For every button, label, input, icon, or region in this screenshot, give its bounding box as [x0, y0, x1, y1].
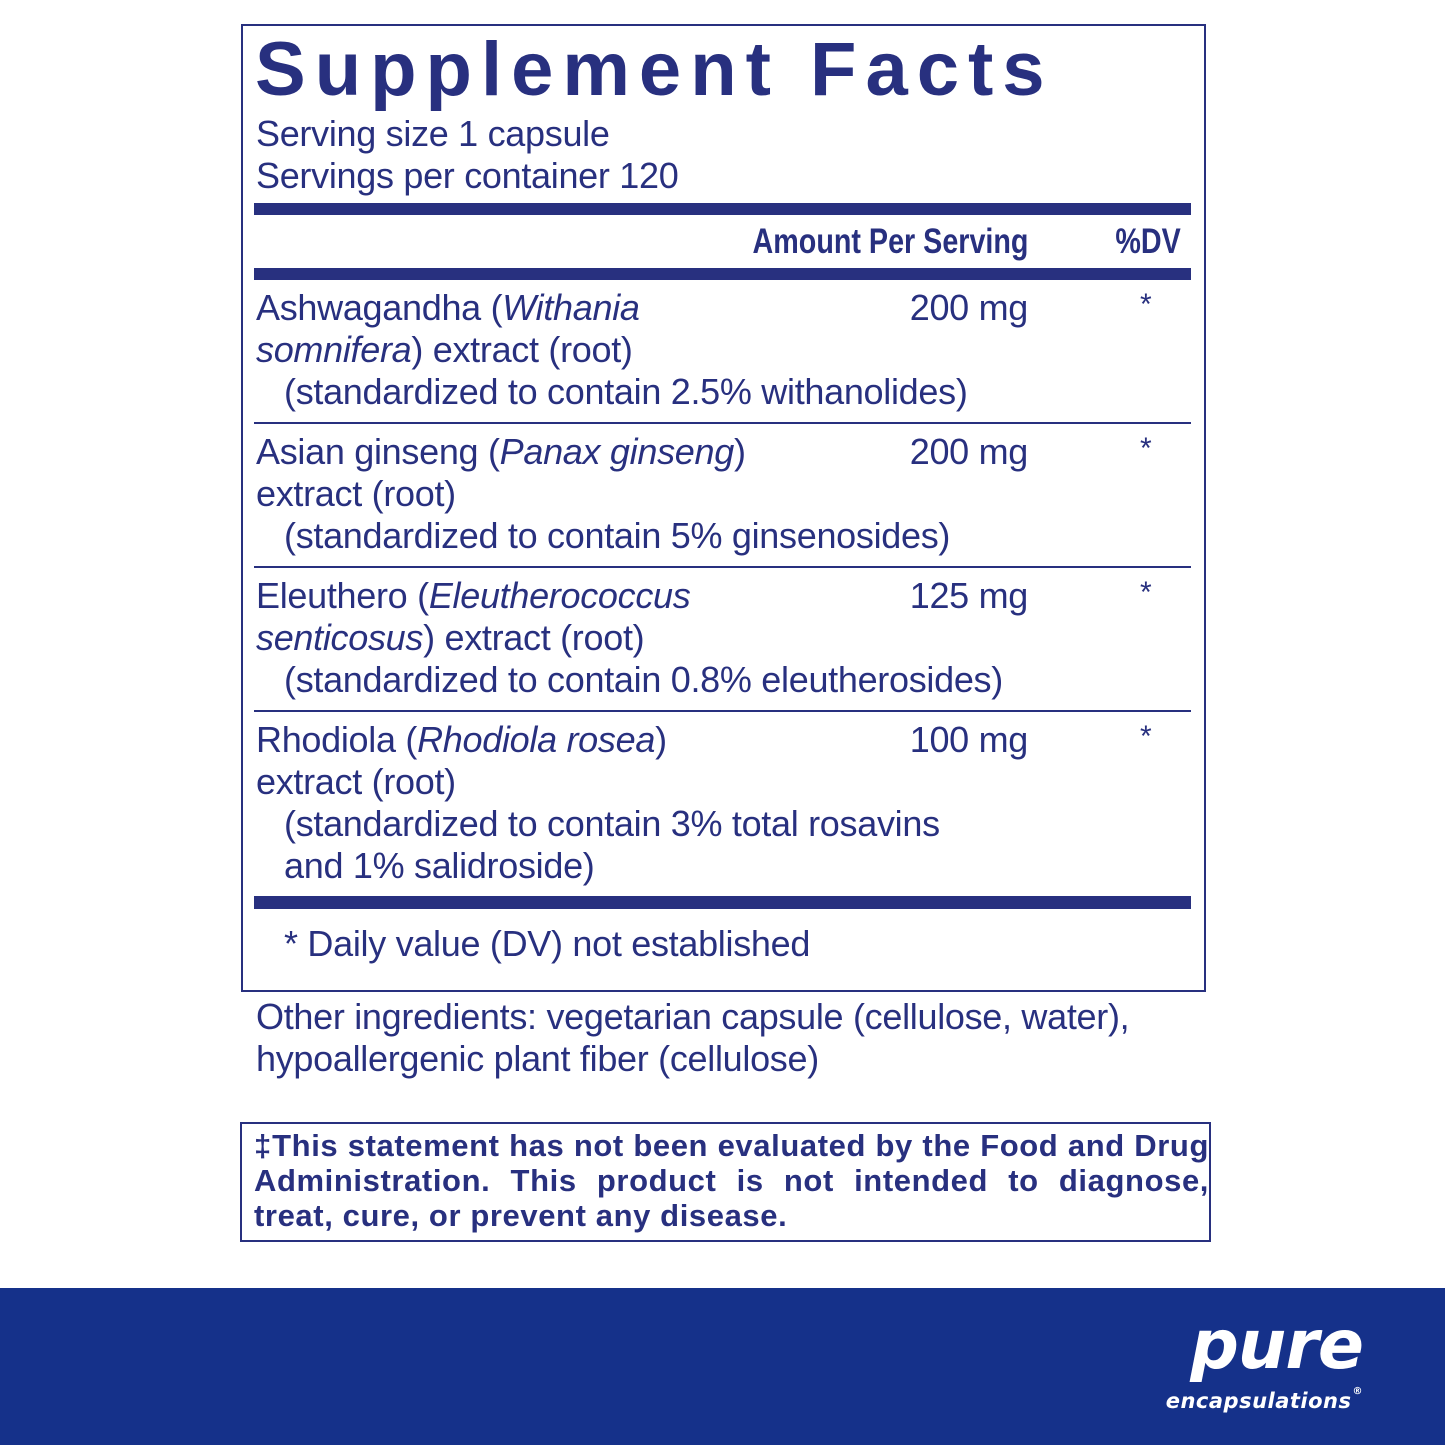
ingredient-line: Asian ginseng (Panax ginseng)	[256, 431, 856, 473]
ingredient-text: ) extract (root)	[411, 329, 633, 370]
thick-divider	[254, 203, 1191, 215]
amount-per-serving: 200 mg	[909, 287, 1029, 328]
thick-divider	[254, 896, 1191, 909]
ingredient-line: (standardized to contain 2.5% withanolid…	[256, 371, 1190, 413]
brand-logo: pure encapsulations®	[1166, 1306, 1364, 1416]
amount-per-serving-header: Amount Per Serving	[752, 222, 1028, 261]
ingredient-line: extract (root)	[256, 473, 856, 515]
ingredient-row: Rhodiola (Rhodiola rosea) extract (root)(…	[256, 719, 1190, 887]
panel-title: Supplement Facts	[255, 27, 1054, 112]
ingredient-row: Asian ginseng (Panax ginseng) extract (ro…	[256, 431, 1190, 557]
brand-logo-sub: encapsulations	[1165, 1389, 1352, 1413]
daily-value: *	[1140, 720, 1152, 753]
ingredient-text: )	[733, 431, 746, 472]
ingredient-row: Ashwagandha (Withania somnifera) extract …	[256, 287, 1190, 413]
amount-per-serving: 125 mg	[909, 575, 1029, 616]
ingredient-text: extract (root)	[256, 761, 456, 802]
botanical-name: Eleutherococcus	[428, 575, 691, 616]
botanical-name: senticosus	[256, 617, 424, 658]
other-ingredients-line: hypoallergenic plant fiber (cellulose)	[256, 1038, 819, 1079]
ingredient-line: (standardized to contain 5% ginsenosides…	[256, 515, 1190, 557]
ingredient-text: Eleuthero (	[256, 575, 429, 616]
daily-value: *	[1140, 288, 1152, 321]
ingredient-text: (standardized to contain 5% ginsenosides…	[284, 515, 951, 556]
ingredient-line: senticosus) extract (root)	[256, 617, 856, 659]
row-divider	[254, 710, 1191, 712]
other-ingredients-line: Other ingredients: vegetarian capsule (c…	[256, 996, 1130, 1037]
ingredient-row: Eleuthero (Eleutherococcus senticosus) ex…	[256, 575, 1190, 701]
row-divider	[254, 422, 1191, 424]
registered-mark: ®	[1352, 1386, 1363, 1397]
ingredient-line: Eleuthero (Eleutherococcus	[256, 575, 856, 617]
ingredient-text: ) extract (root)	[423, 617, 645, 658]
daily-value: *	[1140, 576, 1152, 609]
brand-banner	[0, 1288, 1445, 1445]
ingredient-text: Ashwagandha (	[256, 287, 503, 328]
servings-per-container: Servings per container 120	[256, 155, 679, 196]
ingredient-line: extract (root)	[256, 761, 856, 803]
brand-logo-sub-line: encapsulations®	[1166, 1386, 1363, 1416]
amount-per-serving: 200 mg	[909, 431, 1029, 472]
brand-logo-name: pure	[1190, 1306, 1364, 1385]
row-divider	[254, 566, 1191, 568]
supplement-facts-panel	[241, 24, 1206, 992]
amount-per-serving: 100 mg	[909, 719, 1029, 760]
other-ingredients: Other ingredients: vegetarian capsule (c…	[256, 996, 1130, 1080]
fda-disclaimer: ‡This statement has not been evaluated b…	[240, 1122, 1211, 1242]
ingredient-text: (standardized to contain 2.5% withanolid…	[284, 371, 968, 412]
ingredient-text: (standardized to contain 3% total rosavi…	[284, 803, 940, 844]
daily-value: *	[1140, 432, 1152, 465]
ingredient-line: (standardized to contain 0.8% eleutheros…	[256, 659, 1190, 701]
botanical-name: Rhodiola rosea	[417, 719, 656, 760]
ingredient-text: )	[655, 719, 667, 760]
ingredient-line: Ashwagandha (Withania	[256, 287, 856, 329]
serving-size: Serving size 1 capsule	[256, 113, 610, 154]
ingredient-line: and 1% salidroside)	[256, 845, 1190, 887]
dv-header: %DV	[1115, 222, 1181, 261]
ingredient-text: Rhodiola (	[256, 719, 418, 760]
ingredient-line: Rhodiola (Rhodiola rosea)	[256, 719, 856, 761]
ingredient-line: (standardized to contain 3% total rosavi…	[256, 803, 1190, 845]
dv-footnote: * Daily value (DV) not established	[284, 923, 811, 964]
botanical-name: Panax ginseng	[499, 431, 735, 472]
botanical-name: Withania	[502, 287, 640, 328]
botanical-name: somnifera	[256, 329, 412, 370]
ingredient-text: (standardized to contain 0.8% eleutheros…	[284, 659, 1003, 700]
ingredient-text: and 1% salidroside)	[284, 845, 595, 886]
thick-divider	[254, 268, 1191, 280]
ingredient-text: Asian ginseng (	[256, 431, 500, 472]
ingredient-line: somnifera) extract (root)	[256, 329, 856, 371]
ingredient-text: extract (root)	[256, 473, 456, 514]
